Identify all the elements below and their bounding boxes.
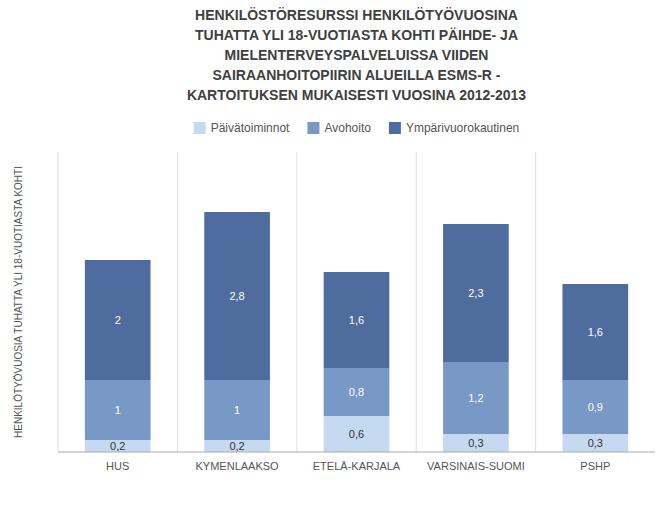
bar-segment: [85, 260, 151, 380]
legend-swatch: [194, 122, 206, 134]
bar-segment: [562, 380, 628, 434]
data-label: 1,6: [349, 314, 364, 326]
title: HENKILÖSTÖRESURSSI HENKILÖTYÖVUOSINA TUHA…: [187, 7, 526, 103]
bars: [85, 212, 628, 452]
data-label: 0,2: [110, 440, 125, 452]
legend-label: Avohoito: [324, 121, 371, 135]
data-label: 0,2: [229, 440, 244, 452]
bar-segment: [443, 434, 509, 452]
data-label: 2,3: [468, 287, 483, 299]
data-label: 1: [234, 404, 240, 416]
y-axis-line: [58, 152, 59, 452]
bar-segment: [85, 440, 151, 452]
x-axis-line: [58, 452, 655, 453]
bar-segment: [324, 272, 390, 368]
title-line: KARTOITUKSEN MUKAISESTI VUOSINA 2012-201…: [187, 87, 526, 103]
bar-segment: [324, 416, 390, 452]
bar-segment: [562, 284, 628, 380]
data-labels: 0,2 0,2 0,6 0,3 0,3 1 1 0,8 1,2 0,9 2 2,8 1,6 2,3 1,6: [110, 287, 603, 452]
bar-segment: [204, 380, 270, 440]
data-label: 1,6: [588, 326, 603, 338]
y-axis-label: HENKILÖTYÖVUOSIA TUHATTA YLI 18-VUOTIAST…: [13, 166, 24, 438]
x-tick-label: ETELÄ-KARJALA: [313, 460, 401, 472]
data-label: 0,3: [588, 437, 603, 449]
bar-segment: [443, 224, 509, 362]
group-divider: [416, 152, 417, 452]
data-label: 1,2: [468, 392, 483, 404]
legend: Päivätoiminnot Avohoito Ympärivuorokautine…: [194, 121, 520, 135]
x-tick-label: KYMENLAAKSO: [196, 460, 280, 472]
legend-swatch: [307, 122, 319, 134]
chart: HENKILÖSTÖRESURSSI HENKILÖTYÖVUOSINA TUHA…: [0, 0, 669, 511]
bar-segment: [204, 212, 270, 380]
legend-swatch: [389, 122, 401, 134]
legend-item: Ympärivuorokautinen: [389, 121, 519, 135]
group-divider: [177, 152, 178, 452]
title-line: SAIRAANHOITOPIIRIN ALUEILLA ESMS-R -: [212, 67, 500, 83]
bar-segment: [204, 440, 270, 452]
x-tick-label: VARSINAIS-SUOMI: [427, 460, 525, 472]
title-line: TUHATTA YLI 18-VUOTIASTA KOHTI PÄIHDE- J…: [195, 27, 518, 43]
bar-segment: [324, 368, 390, 416]
legend-label: Päivätoiminnot: [211, 121, 290, 135]
x-tick-label: PSHP: [580, 460, 610, 472]
data-label: 0,3: [468, 437, 483, 449]
group-divider: [535, 152, 536, 452]
bar-segment: [562, 434, 628, 452]
data-label: 0,8: [349, 386, 364, 398]
data-label: 2,8: [229, 290, 244, 302]
legend-item: Päivätoiminnot: [194, 121, 290, 135]
data-label: 2: [115, 314, 121, 326]
data-label: 1: [115, 404, 121, 416]
bar-segment: [443, 362, 509, 434]
data-label: 0,9: [588, 401, 603, 413]
bar-segment: [85, 380, 151, 440]
title-line: HENKILÖSTÖRESURSSI HENKILÖTYÖVUOSINA: [195, 7, 518, 23]
x-tick-label: HUS: [106, 460, 129, 472]
legend-label: Ympärivuorokautinen: [406, 121, 519, 135]
data-label: 0,6: [349, 428, 364, 440]
legend-item: Avohoito: [307, 121, 371, 135]
group-divider: [296, 152, 297, 452]
title-line: MIELENTERVEYSPALVELUISSA VIIDEN: [225, 47, 489, 63]
